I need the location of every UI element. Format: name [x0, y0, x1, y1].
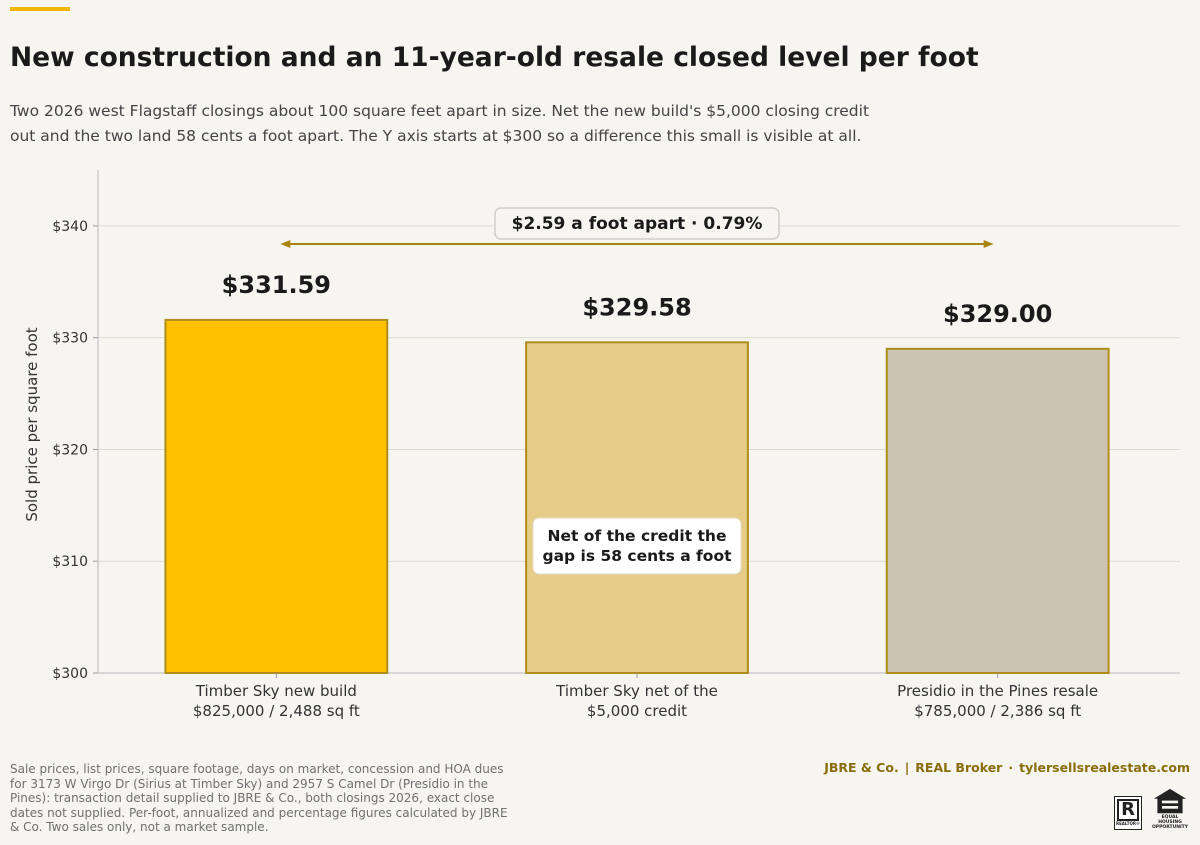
span-label: $2.59 a foot apart · 0.79%: [512, 214, 763, 234]
website-link[interactable]: tylersellsrealestate.com: [1019, 760, 1190, 775]
span-arrow-head-left: [280, 240, 291, 248]
brand-line: JBRE & Co. | REAL Broker · tylersellsrealest…: [824, 760, 1190, 775]
y-tick-label: $320: [52, 442, 88, 458]
y-tick-label: $340: [52, 219, 88, 235]
note-text-line1: Net of the credit the: [548, 527, 727, 545]
x-tick-label: Timber Sky new build: [195, 682, 357, 700]
x-tick-label-detail: $5,000 credit: [587, 702, 687, 720]
x-tick-label: Presidio in the Pines resale: [897, 682, 1098, 700]
brand-name: JBRE & Co.: [824, 760, 899, 775]
equal-housing-text: EQUAL HOUSING OPPORTUNITY: [1151, 815, 1188, 830]
y-axis-label: Sold price per square foot: [23, 327, 41, 521]
bar: [885, 347, 1110, 674]
span-label-box: [494, 207, 780, 240]
bar-value-label: $331.59: [222, 271, 331, 299]
realtor-logo-text: REALTOR®: [1115, 821, 1140, 826]
bar: [164, 318, 389, 674]
span-arrow-head-right: [983, 240, 994, 248]
y-tick-label: $300: [52, 666, 88, 682]
x-tick-label-detail: $785,000 / 2,386 sq ft: [914, 702, 1081, 720]
chart-subtitle: Two 2026 west Flagstaff closings about 1…: [10, 102, 870, 145]
y-tick-label: $310: [52, 554, 88, 570]
accent-rule: [10, 7, 70, 11]
brand-separator: |: [904, 760, 910, 775]
chart-title: New construction and an 11-year-old resa…: [10, 42, 979, 73]
compliance-badges: R REALTOR® EQUAL HOUSING OPPORTUNITY: [1114, 788, 1190, 830]
x-tick-label: Timber Sky net of the: [555, 682, 718, 700]
brokerage-name: REAL Broker: [915, 760, 1003, 775]
bar: [525, 341, 749, 674]
source-footnote: Sale prices, list prices, square footage…: [10, 762, 508, 834]
brand-dot: ·: [1008, 760, 1014, 775]
note-box: [532, 517, 742, 575]
bar-value-label: $329.58: [582, 293, 691, 321]
note-text-line2: gap is 58 cents a foot: [542, 547, 732, 565]
equal-housing-icon: EQUAL HOUSING OPPORTUNITY: [1150, 788, 1190, 830]
x-tick-label-detail: $825,000 / 2,488 sq ft: [193, 702, 360, 720]
bar-value-label: $329.00: [943, 300, 1052, 328]
realtor-logo-icon: R REALTOR®: [1114, 796, 1142, 830]
y-tick-label: $330: [52, 331, 88, 347]
